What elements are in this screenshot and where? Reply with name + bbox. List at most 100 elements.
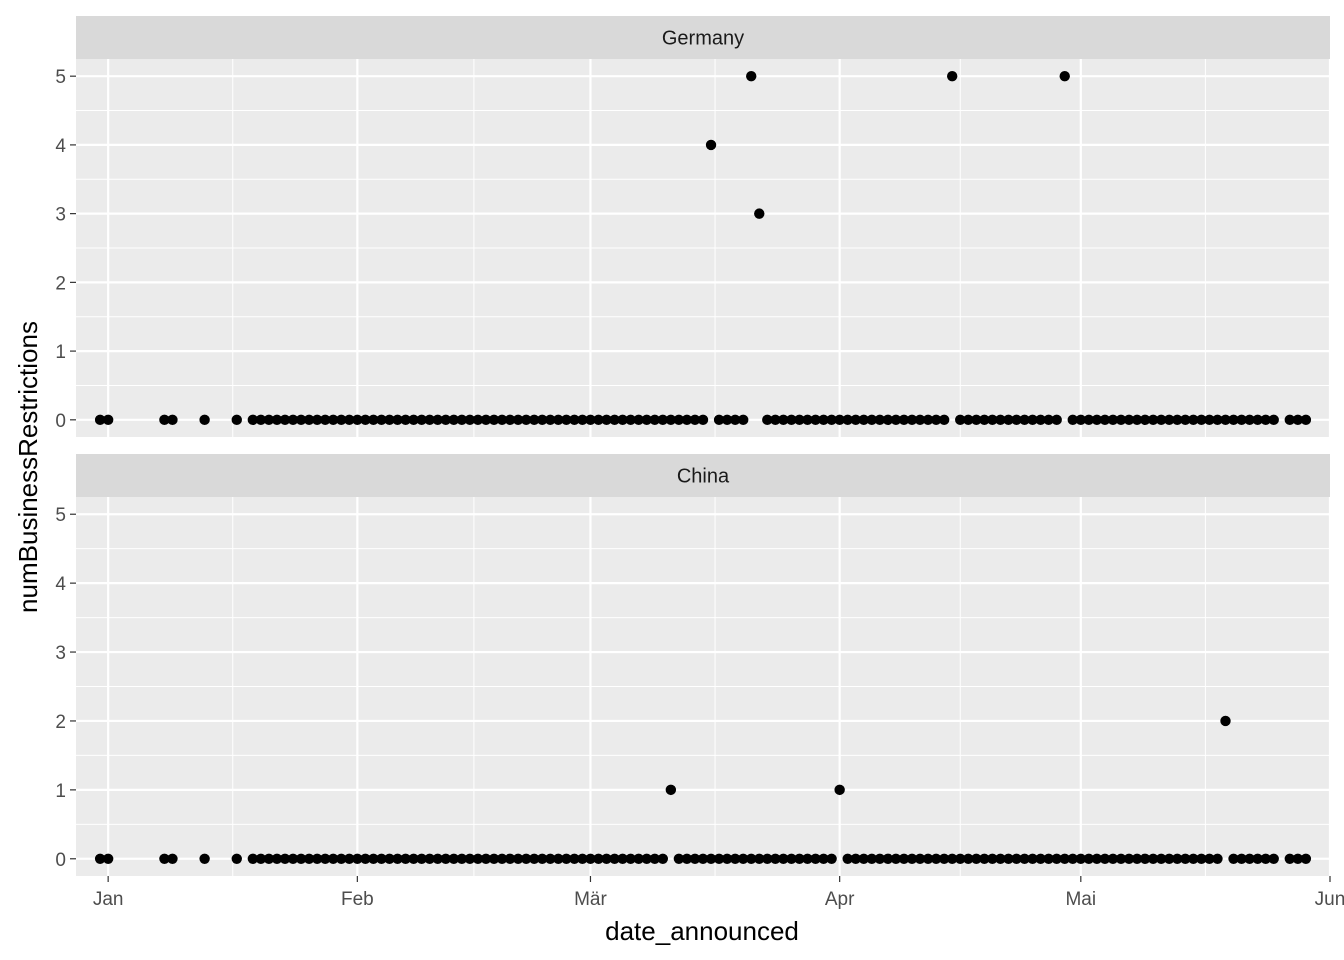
data-point: [979, 853, 990, 864]
data-point: [914, 853, 926, 864]
data-point: [633, 414, 644, 426]
data-point: [328, 414, 339, 426]
data-point: [1091, 853, 1103, 864]
data-point: [930, 414, 942, 426]
data-point: [368, 853, 379, 864]
data-point: [504, 853, 516, 864]
data-point: [368, 414, 379, 426]
data-point: [344, 414, 355, 426]
data-point: [561, 853, 572, 864]
data-point: [1003, 414, 1014, 426]
data-point: [713, 414, 725, 426]
data-point: [729, 414, 741, 426]
data-point: [199, 414, 210, 426]
y-axis-title: numBusinessRestrictions: [13, 321, 43, 613]
data-point: [794, 853, 805, 864]
data-point: [1059, 70, 1070, 82]
facet-strip: [76, 16, 1330, 59]
data-point: [914, 414, 926, 426]
y-tick-label: 3: [55, 205, 66, 226]
data-point: [1220, 414, 1231, 426]
data-point: [287, 414, 299, 426]
data-point: [665, 414, 677, 426]
data-point: [1107, 853, 1119, 864]
data-point: [802, 414, 813, 426]
data-point: [882, 414, 894, 426]
data-point: [360, 414, 371, 426]
data-point: [1027, 853, 1038, 864]
data-point: [633, 853, 644, 864]
data-point: [1172, 414, 1183, 426]
data-point: [1244, 414, 1255, 426]
x-tick-label: Jun: [1315, 889, 1344, 910]
data-point: [1003, 853, 1014, 864]
data-point: [545, 414, 556, 426]
data-point: [1236, 414, 1247, 426]
data-point: [1011, 414, 1022, 426]
data-point: [1131, 414, 1143, 426]
data-point: [826, 414, 837, 426]
data-point: [1212, 853, 1223, 864]
data-point: [295, 414, 307, 426]
data-point: [1043, 414, 1054, 426]
data-point: [778, 414, 789, 426]
data-point: [1083, 414, 1095, 426]
data-point: [1180, 853, 1191, 864]
data-point: [786, 414, 797, 426]
data-point: [336, 414, 347, 426]
data-point: [1115, 414, 1127, 426]
y-tick-label: 2: [55, 712, 66, 733]
data-point: [553, 414, 564, 426]
x-tick-label: Mai: [1065, 889, 1096, 910]
data-point: [496, 853, 508, 864]
data-point: [850, 853, 861, 864]
data-point: [159, 414, 170, 426]
y-tick-label: 1: [55, 781, 66, 802]
data-point: [512, 414, 524, 426]
data-point: [963, 414, 974, 426]
data-point: [432, 853, 443, 864]
data-point: [955, 853, 966, 864]
data-point: [625, 853, 636, 864]
data-point: [392, 853, 403, 864]
data-point: [1043, 853, 1054, 864]
data-point: [794, 414, 805, 426]
data-point: [303, 853, 315, 864]
data-point: [488, 853, 500, 864]
data-point: [1260, 414, 1271, 426]
data-point: [729, 853, 741, 864]
facet-strip-label: China: [677, 466, 730, 488]
data-point: [1228, 414, 1239, 426]
data-point: [537, 853, 548, 864]
data-point: [102, 414, 114, 426]
data-point: [352, 853, 363, 864]
data-point: [1188, 853, 1199, 864]
data-point: [1099, 853, 1111, 864]
data-point: [1131, 853, 1143, 864]
data-point: [271, 853, 283, 864]
data-point: [263, 853, 275, 864]
data-point: [328, 853, 339, 864]
data-point: [456, 414, 468, 426]
data-point: [810, 853, 821, 864]
data-point: [1011, 853, 1022, 864]
data-point: [1228, 853, 1239, 864]
data-point: [1139, 414, 1151, 426]
data-point: [882, 853, 894, 864]
data-point: [545, 853, 556, 864]
data-point: [1204, 414, 1215, 426]
data-point: [400, 853, 411, 864]
x-axis: Jan Feb Mär Apr Mai Jun: [93, 876, 1344, 910]
data-point: [352, 414, 363, 426]
data-point: [834, 414, 845, 426]
data-point: [1204, 853, 1215, 864]
data-point: [504, 414, 516, 426]
y-tick-label: 0: [55, 411, 66, 432]
data-point: [247, 414, 259, 426]
data-point: [94, 414, 106, 426]
data-point: [384, 414, 395, 426]
data-point: [1220, 715, 1231, 727]
data-point: [408, 853, 419, 864]
data-point: [737, 414, 749, 426]
